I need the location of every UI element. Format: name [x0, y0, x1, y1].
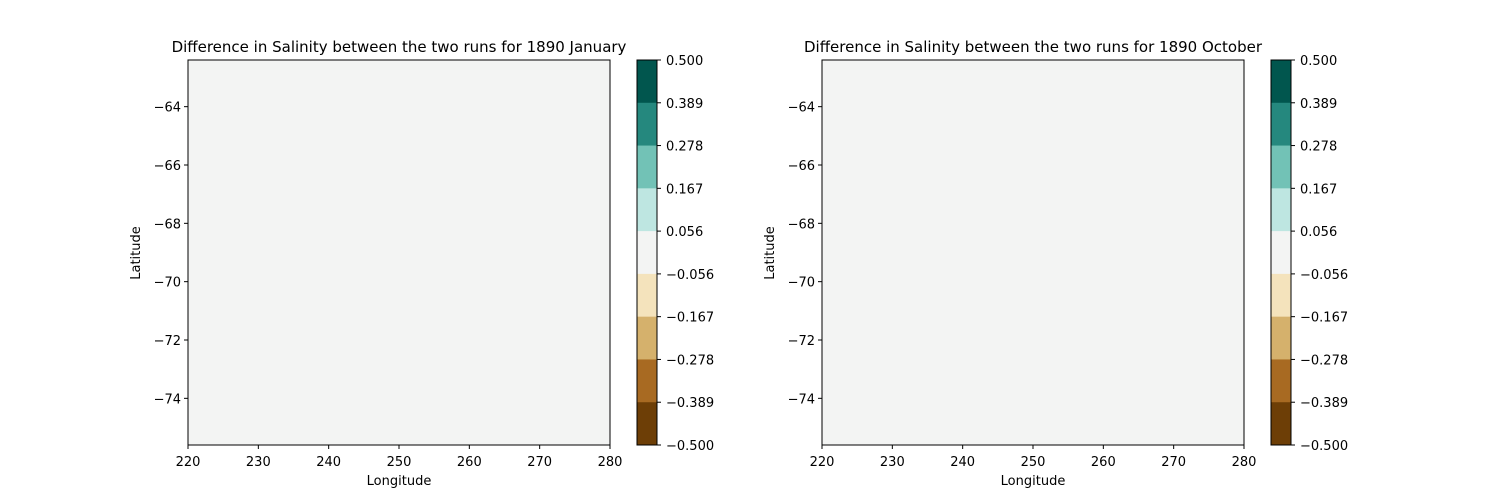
colorbar-band [637, 60, 657, 104]
colorbar-tick-label: 0.500 [666, 54, 703, 69]
y-axis-label: Latitude [129, 226, 144, 280]
y-tick-label: −72 [788, 334, 815, 349]
colorbar-band [1271, 60, 1291, 104]
colorbar-tick-label: 0.278 [1300, 140, 1337, 155]
colorbar-tick-label: 0.056 [1300, 225, 1337, 240]
colorbar-band [637, 402, 657, 446]
colorbar-tick-label: −0.389 [1300, 396, 1348, 411]
y-tick-label: −68 [154, 217, 181, 232]
x-tick-label: 220 [176, 455, 201, 470]
x-tick-label: 280 [1232, 455, 1257, 470]
colorbar-frame [636, 59, 658, 446]
colorbar-tick-label: −0.500 [666, 439, 714, 454]
chart-title: Difference in Salinity between the two r… [804, 38, 1263, 56]
colorbar-band [1271, 188, 1291, 232]
colorbar-band [1271, 359, 1291, 403]
colorbar-tick-label: −0.167 [1300, 311, 1348, 326]
x-tick-label: 240 [316, 455, 341, 470]
panel-january: Difference in Salinity between the two r… [129, 38, 714, 489]
x-axis: 220 230 240 250 260 270 280 Longitude [810, 445, 1257, 489]
y-axis-label: Latitude [763, 226, 778, 280]
x-axis: 220 230 240 250 260 270 280 Longitude [176, 445, 623, 489]
colorbar-band [637, 145, 657, 189]
colorbar-band [1271, 145, 1291, 189]
plot-field [188, 60, 610, 445]
panel-october: Difference in Salinity between the two r… [763, 38, 1348, 489]
colorbar-tick-label: 0.389 [1300, 97, 1337, 112]
y-tick-label: −66 [788, 159, 815, 174]
colorbar-tick-label: 0.500 [1300, 54, 1337, 69]
colorbar-band [637, 316, 657, 360]
plot-field [822, 60, 1244, 445]
colorbar-band [637, 231, 657, 275]
colorbar-band [637, 273, 657, 318]
colorbar-tick-label: −0.056 [666, 268, 714, 283]
y-tick-label: −68 [788, 217, 815, 232]
colorbar-band [1271, 273, 1291, 318]
x-axis-label: Longitude [1001, 474, 1066, 489]
x-axis-label: Longitude [367, 474, 432, 489]
y-axis: −64 −66 −68 −70 −72 −74 Latitude [129, 101, 188, 407]
x-tick-label: 270 [527, 455, 552, 470]
chart-title: Difference in Salinity between the two r… [172, 38, 627, 56]
y-axis: −64 −66 −68 −70 −72 −74 Latitude [763, 101, 822, 407]
colorbar-band [1271, 102, 1291, 147]
y-tick-label: −64 [154, 101, 181, 116]
colorbar-tick-label: 0.278 [666, 140, 703, 155]
y-tick-label: −74 [154, 392, 181, 407]
colorbar-band [1271, 402, 1291, 446]
colorbar-tick-label: 0.167 [1300, 182, 1337, 197]
colorbar-tick-label: −0.389 [666, 396, 714, 411]
y-tick-label: −70 [788, 276, 815, 291]
y-tick-label: −70 [154, 276, 181, 291]
colorbar: 0.500 0.389 0.278 0.167 0.056 −0.056 −0.… [636, 54, 714, 454]
colorbar-band [637, 102, 657, 147]
colorbar-tick-label: 0.167 [666, 182, 703, 197]
colorbar-tick-label: −0.167 [666, 311, 714, 326]
y-tick-label: −74 [788, 392, 815, 407]
x-tick-label: 250 [387, 455, 412, 470]
y-tick-label: −64 [788, 101, 815, 116]
colorbar-band [1271, 231, 1291, 275]
x-tick-label: 220 [810, 455, 835, 470]
x-tick-label: 270 [1161, 455, 1186, 470]
colorbar: 0.500 0.389 0.278 0.167 0.056 −0.056 −0.… [1270, 54, 1348, 454]
colorbar-tick-label: −0.500 [1300, 439, 1348, 454]
x-tick-label: 230 [246, 455, 271, 470]
y-tick-label: −72 [154, 334, 181, 349]
colorbar-band [637, 359, 657, 403]
colorbar-band [1271, 316, 1291, 360]
colorbar-frame [1270, 59, 1292, 446]
x-tick-label: 240 [950, 455, 975, 470]
x-tick-label: 230 [880, 455, 905, 470]
x-tick-label: 250 [1021, 455, 1046, 470]
colorbar-tick-label: 0.056 [666, 225, 703, 240]
x-tick-label: 260 [457, 455, 482, 470]
colorbar-band [637, 188, 657, 232]
colorbar-tick-label: 0.389 [666, 97, 703, 112]
y-tick-label: −66 [154, 159, 181, 174]
colorbar-tick-label: −0.278 [666, 353, 714, 368]
colorbar-tick-label: −0.278 [1300, 353, 1348, 368]
x-tick-label: 280 [598, 455, 623, 470]
x-tick-label: 260 [1091, 455, 1116, 470]
colorbar-tick-label: −0.056 [1300, 268, 1348, 283]
